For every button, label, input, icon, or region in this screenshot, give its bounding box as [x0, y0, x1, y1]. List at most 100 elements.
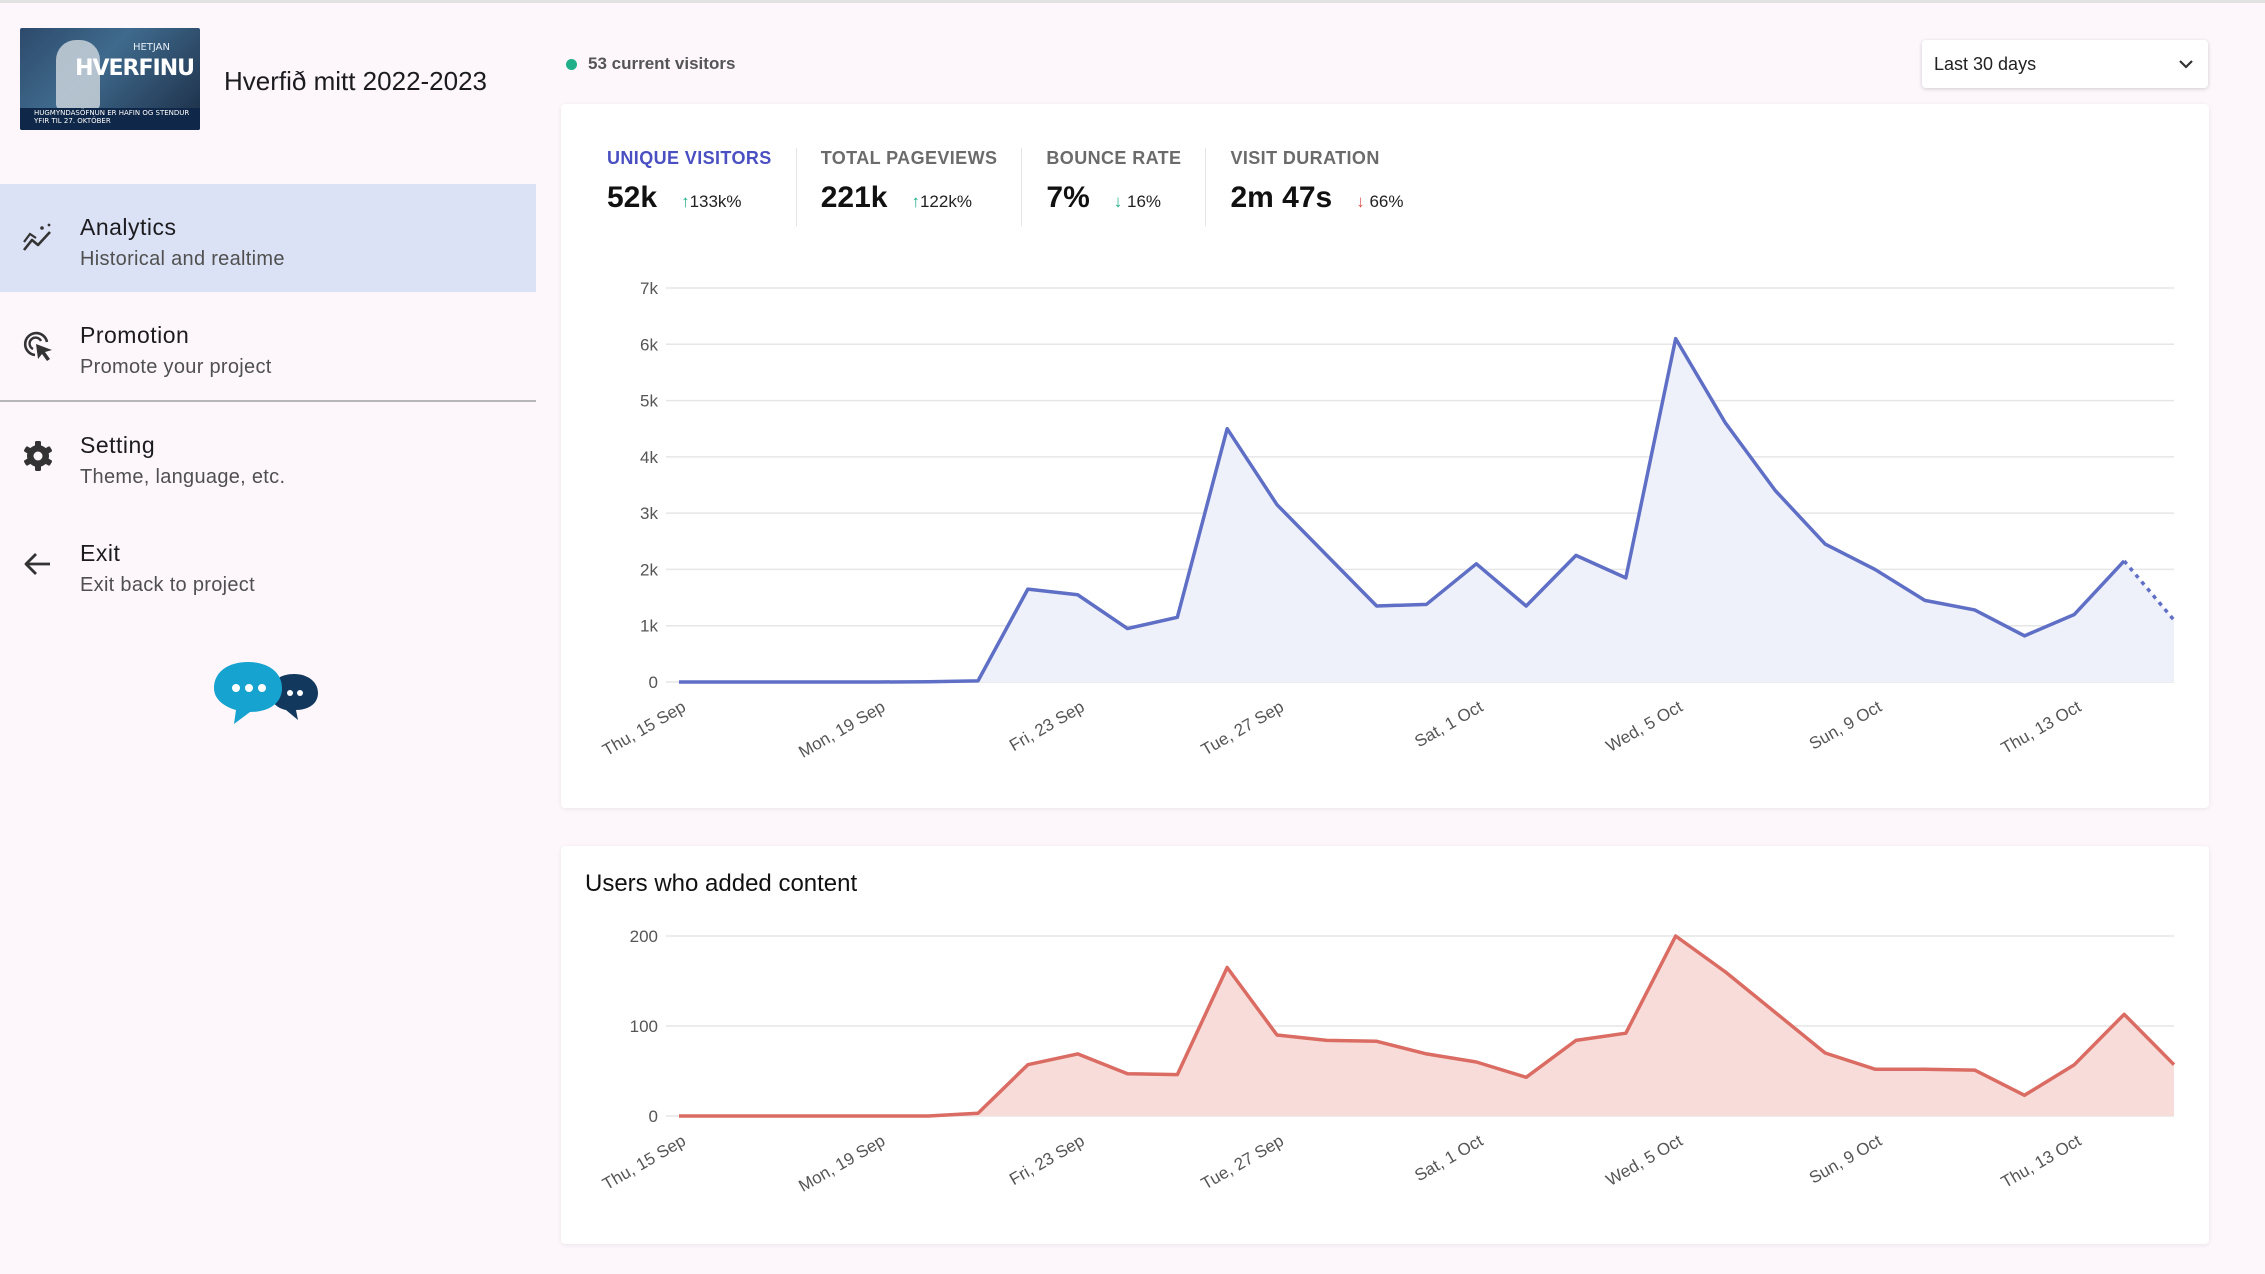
- data-point[interactable]: [1720, 417, 1732, 429]
- stat-total-pageviews[interactable]: TOTAL PAGEVIEWS 221k ↑122k%: [821, 148, 1023, 226]
- data-point[interactable]: [1371, 1035, 1383, 1047]
- data-point[interactable]: [1670, 333, 1682, 345]
- x-tick-label: Tue, 27 Sep: [1198, 1131, 1287, 1193]
- data-point[interactable]: [1022, 583, 1034, 595]
- sidebar-item-exit[interactable]: Exit Exit back to project: [0, 510, 536, 618]
- sidebar: HETJAN HVERFINU HUGMYNDASÖFNUN ER HAFIN …: [0, 0, 536, 1274]
- top-border: [0, 0, 2265, 3]
- x-tick-label: Tue, 27 Sep: [1198, 697, 1287, 759]
- data-point[interactable]: [1221, 423, 1233, 435]
- stat-change: ↓ 66%: [1356, 192, 1403, 212]
- data-point[interactable]: [1470, 1056, 1482, 1068]
- sidebar-item-setting[interactable]: Setting Theme, language, etc.: [0, 402, 536, 510]
- stat-label: TOTAL PAGEVIEWS: [820, 148, 998, 168]
- data-point[interactable]: [1421, 598, 1433, 610]
- data-point[interactable]: [1919, 594, 1931, 606]
- data-point[interactable]: [1271, 499, 1283, 511]
- data-point[interactable]: [2168, 1059, 2180, 1071]
- data-point[interactable]: [773, 1110, 785, 1122]
- x-tick-label: Sun, 9 Oct: [1806, 1131, 1885, 1188]
- sidebar-item-sublabel: Historical and realtime: [80, 248, 285, 270]
- data-point[interactable]: [1769, 1007, 1781, 1019]
- x-tick-label: Fri, 23 Sep: [1006, 1131, 1088, 1189]
- data-point[interactable]: [1421, 1048, 1433, 1060]
- data-point[interactable]: [1919, 1063, 1931, 1075]
- data-point[interactable]: [1072, 589, 1084, 601]
- stat-change-value: 16%: [1126, 192, 1162, 211]
- data-point[interactable]: [1520, 1071, 1532, 1083]
- thumbnail-banner: HUGMYNDASÖFNUN ER HAFIN OG STENDUR YFIR …: [20, 108, 200, 130]
- data-point[interactable]: [922, 1110, 934, 1122]
- data-point[interactable]: [2019, 1089, 2031, 1101]
- sidebar-item-analytics[interactable]: Analytics Historical and realtime: [0, 184, 536, 292]
- x-tick-label: Thu, 13 Oct: [1998, 697, 2085, 758]
- data-point[interactable]: [1271, 1029, 1283, 1041]
- data-point[interactable]: [1720, 966, 1732, 978]
- data-point[interactable]: [1969, 604, 1981, 616]
- data-point[interactable]: [1022, 1059, 1034, 1071]
- data-point[interactable]: [1520, 600, 1532, 612]
- data-point[interactable]: [2118, 1008, 2130, 1020]
- data-point[interactable]: [1620, 1027, 1632, 1039]
- data-point[interactable]: [673, 676, 685, 688]
- data-point[interactable]: [972, 675, 984, 687]
- data-point[interactable]: [1321, 1034, 1333, 1046]
- data-point[interactable]: [1072, 1048, 1084, 1060]
- date-range-select[interactable]: Last 30 days: [1922, 40, 2208, 88]
- data-point[interactable]: [1470, 558, 1482, 570]
- sidebar-divider: [0, 400, 536, 402]
- data-point[interactable]: [1570, 549, 1582, 561]
- sidebar-item-label: Analytics: [80, 214, 177, 240]
- data-point[interactable]: [1321, 549, 1333, 561]
- data-point[interactable]: [1221, 962, 1233, 974]
- sidebar-item-promotion[interactable]: Promotion Promote your project: [0, 292, 536, 400]
- data-point[interactable]: [1869, 563, 1881, 575]
- data-point[interactable]: [1122, 623, 1134, 635]
- data-point[interactable]: [872, 1110, 884, 1122]
- x-tick-label: Sat, 1 Oct: [1411, 697, 1486, 751]
- data-point[interactable]: [1869, 1063, 1881, 1075]
- data-point[interactable]: [1570, 1034, 1582, 1046]
- gear-icon: [24, 441, 52, 471]
- stat-bounce-rate[interactable]: BOUNCE RATE 7% ↓ 16%: [1046, 148, 1207, 226]
- data-point[interactable]: [823, 1110, 835, 1122]
- data-point[interactable]: [1371, 600, 1383, 612]
- content-chart: 0 100 200 Thu, 15 Sep Mon, 19 Sep Fri, 23 Sep…: [599, 927, 2180, 1196]
- data-point[interactable]: [1969, 1064, 1981, 1076]
- series-line: [679, 336, 2126, 684]
- data-point[interactable]: [2068, 608, 2080, 620]
- current-visitors: 53 current visitors: [566, 54, 735, 74]
- data-point[interactable]: [872, 676, 884, 688]
- data-point[interactable]: [1122, 1068, 1134, 1080]
- data-point[interactable]: [2068, 1059, 2080, 1071]
- data-point[interactable]: [2019, 630, 2031, 642]
- data-point[interactable]: [723, 676, 735, 688]
- y-tick-label: 5k: [640, 392, 658, 411]
- chat-bubbles-logo: [214, 662, 318, 724]
- x-tick-label: Mon, 19 Sep: [795, 697, 888, 762]
- data-point[interactable]: [723, 1110, 735, 1122]
- stat-value: 7%: [1046, 181, 1090, 214]
- stat-change-value: 122k%: [919, 192, 972, 211]
- data-point[interactable]: [1819, 1047, 1831, 1059]
- data-point[interactable]: [673, 1110, 685, 1122]
- thumbnail-figure: [56, 40, 100, 110]
- sidebar-item-label: Promotion: [80, 322, 190, 348]
- data-point[interactable]: [1620, 572, 1632, 584]
- data-point[interactable]: [2118, 555, 2130, 567]
- data-point[interactable]: [823, 676, 835, 688]
- data-point[interactable]: [1171, 1069, 1183, 1081]
- data-point[interactable]: [1670, 930, 1682, 942]
- x-tick-label: Thu, 15 Sep: [599, 1131, 689, 1194]
- stat-unique-visitors[interactable]: UNIQUE VISITORS 52k ↑133k%: [607, 148, 797, 226]
- data-point[interactable]: [1819, 538, 1831, 550]
- data-point[interactable]: [1171, 611, 1183, 623]
- data-point[interactable]: [972, 1107, 984, 1119]
- y-tick-label: 7k: [640, 279, 658, 298]
- data-point[interactable]: [773, 676, 785, 688]
- stat-visit-duration[interactable]: VISIT DURATION 2m 47s ↓ 66%: [1230, 148, 1427, 226]
- data-point[interactable]: [2168, 614, 2180, 626]
- stat-label: UNIQUE VISITORS: [607, 148, 772, 168]
- data-point[interactable]: [1769, 485, 1781, 497]
- data-point[interactable]: [922, 676, 934, 688]
